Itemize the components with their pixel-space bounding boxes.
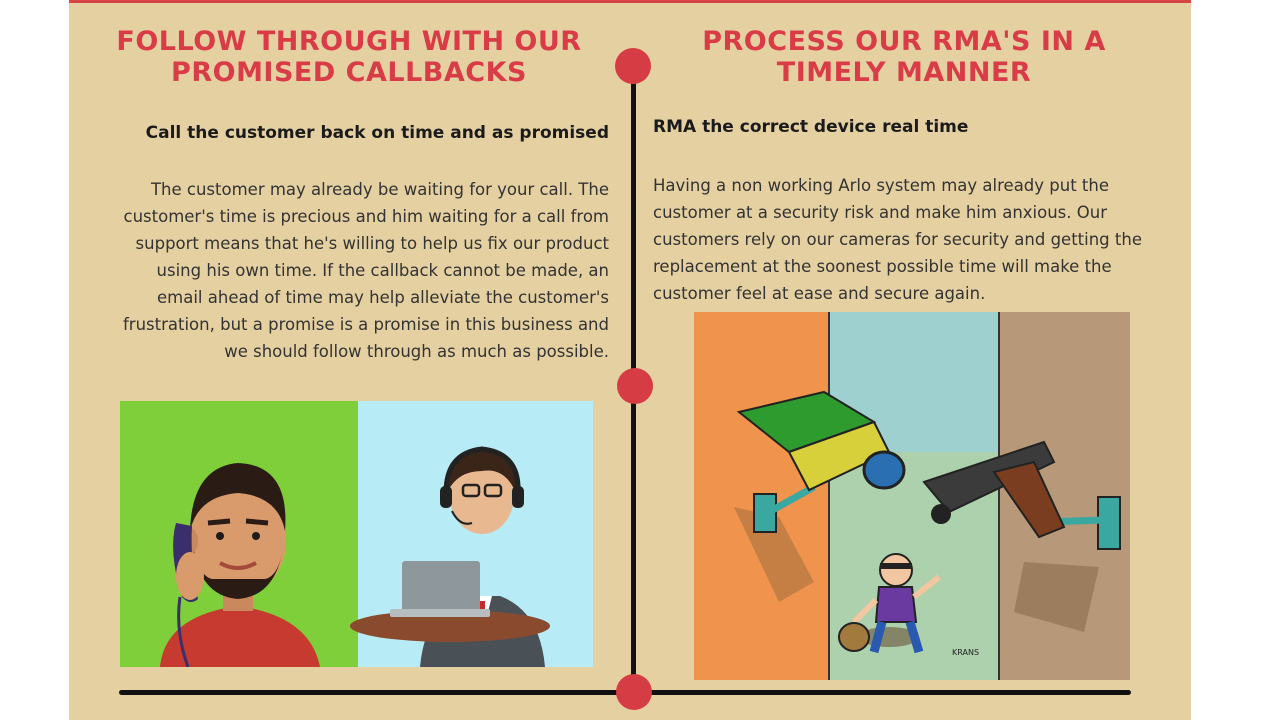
callbacks-heading: FOLLOW THROUGH WITH OUR PROMISED CALLBAC… <box>116 26 582 88</box>
timeline-dot-middle <box>617 368 653 404</box>
callbacks-subheading: Call the customer back on time and as pr… <box>145 123 609 143</box>
rma-body: Having a non working Arlo system may alr… <box>653 176 1142 303</box>
timeline-dot-bottom <box>616 674 652 710</box>
customer-phone-illustration <box>120 401 593 667</box>
security-camera-illustration: KRANS <box>694 312 1130 680</box>
top-accent-line <box>69 0 1191 3</box>
illustration-signature: KRANS <box>952 648 979 657</box>
rma-subheading: RMA the correct device real time <box>653 117 969 137</box>
infographic-panel: FOLLOW THROUGH WITH OUR PROMISED CALLBAC… <box>69 0 1191 720</box>
timeline-dot-top <box>615 48 651 84</box>
callbacks-body: The customer may already be waiting for … <box>122 180 609 361</box>
rma-heading: PROCESS OUR RMA'S IN A TIMELY MANNER <box>702 26 1106 88</box>
